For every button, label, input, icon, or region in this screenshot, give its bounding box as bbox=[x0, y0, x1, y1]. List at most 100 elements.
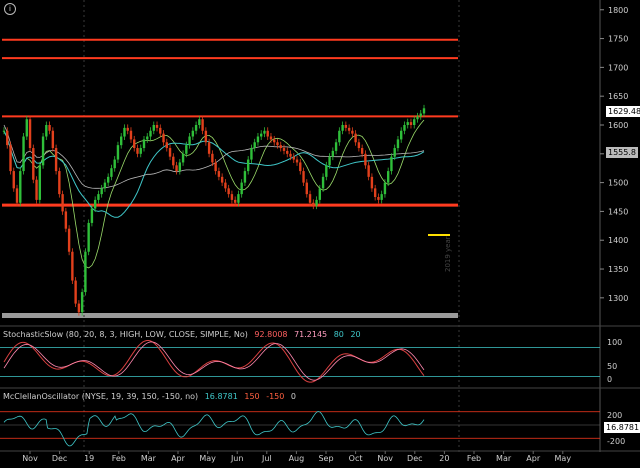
candle-body bbox=[246, 159, 250, 172]
candle-body bbox=[282, 148, 286, 151]
candle-body bbox=[237, 194, 240, 203]
time-axis: Nov Dec 19 Feb Mar Apr May Jun Jul Aug Sep Oct Nov De… bbox=[22, 451, 571, 463]
price-tick-label: 1750 bbox=[608, 35, 628, 44]
price-tick-label: 1450 bbox=[608, 207, 628, 216]
time-tick-label: Aug bbox=[289, 454, 305, 463]
mcclellan-title: McClellanOscillator (NYSE, 19, 39, 150, … bbox=[3, 392, 199, 401]
time-tick-label: May bbox=[555, 454, 572, 463]
candle-body bbox=[191, 130, 195, 137]
candle-body bbox=[129, 130, 133, 140]
candle-body bbox=[97, 194, 100, 200]
candle-body bbox=[165, 142, 168, 149]
time-tick-label: 20 bbox=[439, 454, 449, 463]
stochastic-series bbox=[0, 340, 600, 383]
candle-body bbox=[74, 280, 77, 304]
candle-body bbox=[263, 130, 266, 134]
candle-body bbox=[279, 145, 282, 149]
candle-body bbox=[139, 148, 142, 154]
candle-body bbox=[390, 156, 393, 172]
candle-body bbox=[48, 124, 51, 131]
candle-body bbox=[93, 199, 97, 209]
mcclellan-zero: 0 bbox=[290, 392, 296, 401]
resistance-levels bbox=[2, 38, 458, 236]
ma-mid-line bbox=[3, 130, 425, 218]
candle-body bbox=[383, 182, 387, 195]
stoch-axis-0: 0 bbox=[607, 375, 613, 384]
time-tick-label: Jun bbox=[230, 454, 244, 463]
candle-body bbox=[67, 228, 71, 252]
time-tick-label: Oct bbox=[349, 454, 363, 463]
candle-body bbox=[120, 136, 123, 146]
candle-body bbox=[126, 127, 129, 131]
candle-body bbox=[230, 194, 234, 200]
candle-body bbox=[419, 113, 422, 117]
price-tick-label: 1800 bbox=[608, 6, 628, 15]
candle-body bbox=[198, 119, 201, 125]
candle-body bbox=[328, 156, 331, 166]
candle-body bbox=[136, 148, 139, 154]
candle-body bbox=[106, 176, 110, 183]
mcclellan-axis-neg200: -200 bbox=[607, 437, 626, 446]
chart-frame bbox=[0, 0, 640, 452]
candle-body bbox=[22, 136, 25, 172]
candle-body bbox=[338, 130, 341, 143]
mcclellan-axis-value: 16.8781 bbox=[604, 422, 640, 433]
candle-body bbox=[380, 194, 383, 200]
price-tick-label: 1700 bbox=[608, 63, 628, 72]
candle-body bbox=[292, 156, 295, 160]
time-tick-label: Dec bbox=[407, 454, 422, 463]
candle-body bbox=[146, 136, 149, 140]
price-tick-label: 1300 bbox=[608, 294, 628, 303]
stoch-d-value: 71.2145 bbox=[294, 330, 328, 339]
candle-body bbox=[286, 150, 289, 154]
candle-body bbox=[178, 162, 182, 172]
candle-body bbox=[308, 194, 312, 203]
mcclellan-lower: -150 bbox=[266, 392, 285, 401]
stoch-d-line bbox=[3, 341, 425, 381]
moving-averages bbox=[3, 119, 425, 269]
candle-body bbox=[396, 139, 400, 149]
bottom-grey-bar bbox=[2, 313, 458, 318]
candle-body bbox=[113, 159, 116, 169]
candle-body bbox=[152, 124, 155, 131]
candle-body bbox=[71, 251, 74, 281]
year-watermark: 2019 year bbox=[444, 236, 452, 272]
price-tick-label: 1600 bbox=[608, 121, 628, 130]
info-icon[interactable]: i bbox=[4, 3, 16, 15]
candle-body bbox=[25, 119, 28, 137]
ma-slow-line bbox=[3, 124, 425, 189]
candle-body bbox=[9, 145, 12, 172]
candle-body bbox=[38, 165, 42, 200]
time-tick-label: Apr bbox=[526, 454, 541, 463]
candle-body bbox=[15, 188, 19, 203]
candle-body bbox=[377, 197, 380, 200]
candle-body bbox=[400, 130, 403, 140]
stoch-header: StochasticSlow (80, 20, 8, 3, HIGH, LOW,… bbox=[3, 329, 361, 340]
candle-body bbox=[162, 133, 165, 143]
candle-body bbox=[269, 136, 273, 140]
candle-body bbox=[185, 145, 188, 154]
candle-body bbox=[51, 130, 55, 149]
candle-body bbox=[266, 130, 269, 137]
candle-body bbox=[201, 119, 204, 131]
candle-body bbox=[373, 188, 377, 198]
candle-body bbox=[347, 127, 351, 131]
candlestick-series bbox=[2, 104, 426, 316]
candle-body bbox=[224, 182, 227, 189]
candle-body bbox=[360, 148, 364, 154]
candle-body bbox=[149, 130, 152, 137]
candle-body bbox=[133, 139, 136, 149]
stoch-axis-50: 50 bbox=[607, 362, 618, 371]
mcclellan-line bbox=[3, 411, 425, 447]
candle-body bbox=[253, 142, 256, 149]
candle-body bbox=[370, 176, 374, 189]
stoch-k-value: 92.8008 bbox=[254, 330, 288, 339]
time-tick-label: Sep bbox=[318, 454, 333, 463]
candle-body bbox=[100, 188, 103, 195]
candle-body bbox=[295, 159, 299, 163]
time-tick-label: Feb bbox=[467, 454, 481, 463]
ma-price-label: 1555.8 bbox=[606, 147, 638, 158]
candle-body bbox=[233, 199, 237, 203]
